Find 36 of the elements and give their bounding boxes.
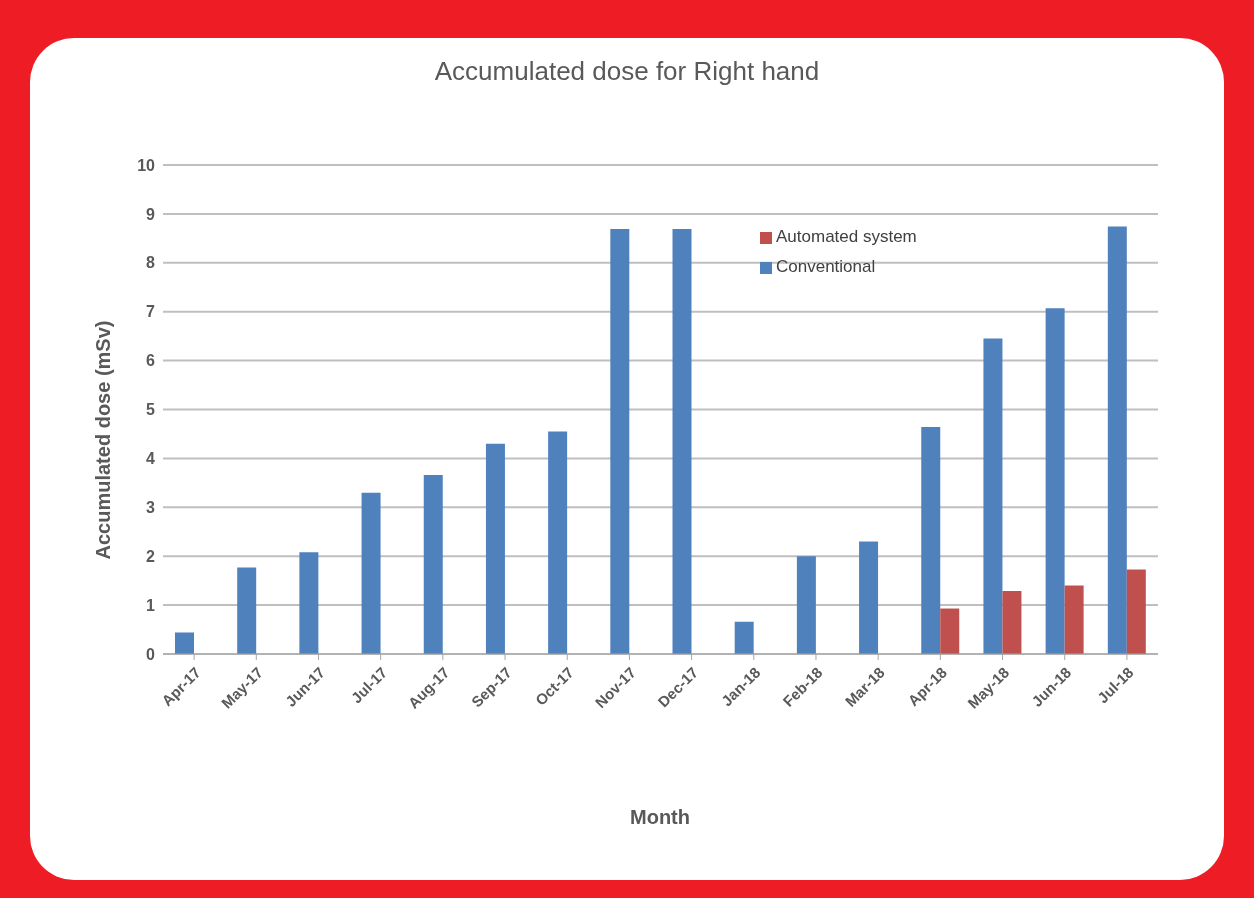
bar — [548, 431, 568, 654]
x-axis-title: Month — [629, 806, 691, 829]
legend-label: Conventional — [776, 257, 876, 276]
y-tick-label: 7 — [146, 303, 156, 321]
bar — [796, 556, 816, 654]
bar — [485, 443, 505, 654]
bar — [361, 492, 381, 654]
bar — [1045, 308, 1065, 654]
bar — [734, 621, 754, 654]
y-tick-label: 10 — [137, 156, 156, 174]
bar — [1126, 569, 1146, 654]
bar — [423, 475, 443, 654]
legend-label: Automated system — [776, 227, 917, 246]
bar — [940, 608, 960, 654]
bar — [237, 567, 257, 654]
bar — [175, 632, 194, 654]
y-tick-label: 1 — [146, 596, 156, 614]
bar — [921, 427, 941, 654]
y-tick-label: 6 — [146, 352, 156, 370]
bar — [672, 229, 692, 654]
y-tick-label: 0 — [146, 645, 156, 663]
y-tick-label: 4 — [146, 450, 156, 468]
y-tick-label: 5 — [146, 401, 156, 419]
y-tick-label: 9 — [146, 205, 156, 223]
chart-title: Accumulated dose for Right hand — [433, 56, 821, 87]
bar — [610, 229, 630, 654]
bar — [1107, 226, 1127, 654]
bar — [299, 552, 319, 654]
y-tick-label: 8 — [146, 254, 156, 272]
bar — [983, 338, 1003, 654]
y-tick-label: 2 — [146, 547, 156, 565]
bar — [859, 541, 879, 654]
y-tick-label: 3 — [146, 498, 156, 516]
y-axis-title: Accumulated dose (mSv) — [91, 320, 115, 560]
bar — [1064, 585, 1084, 654]
bar — [1002, 590, 1022, 654]
